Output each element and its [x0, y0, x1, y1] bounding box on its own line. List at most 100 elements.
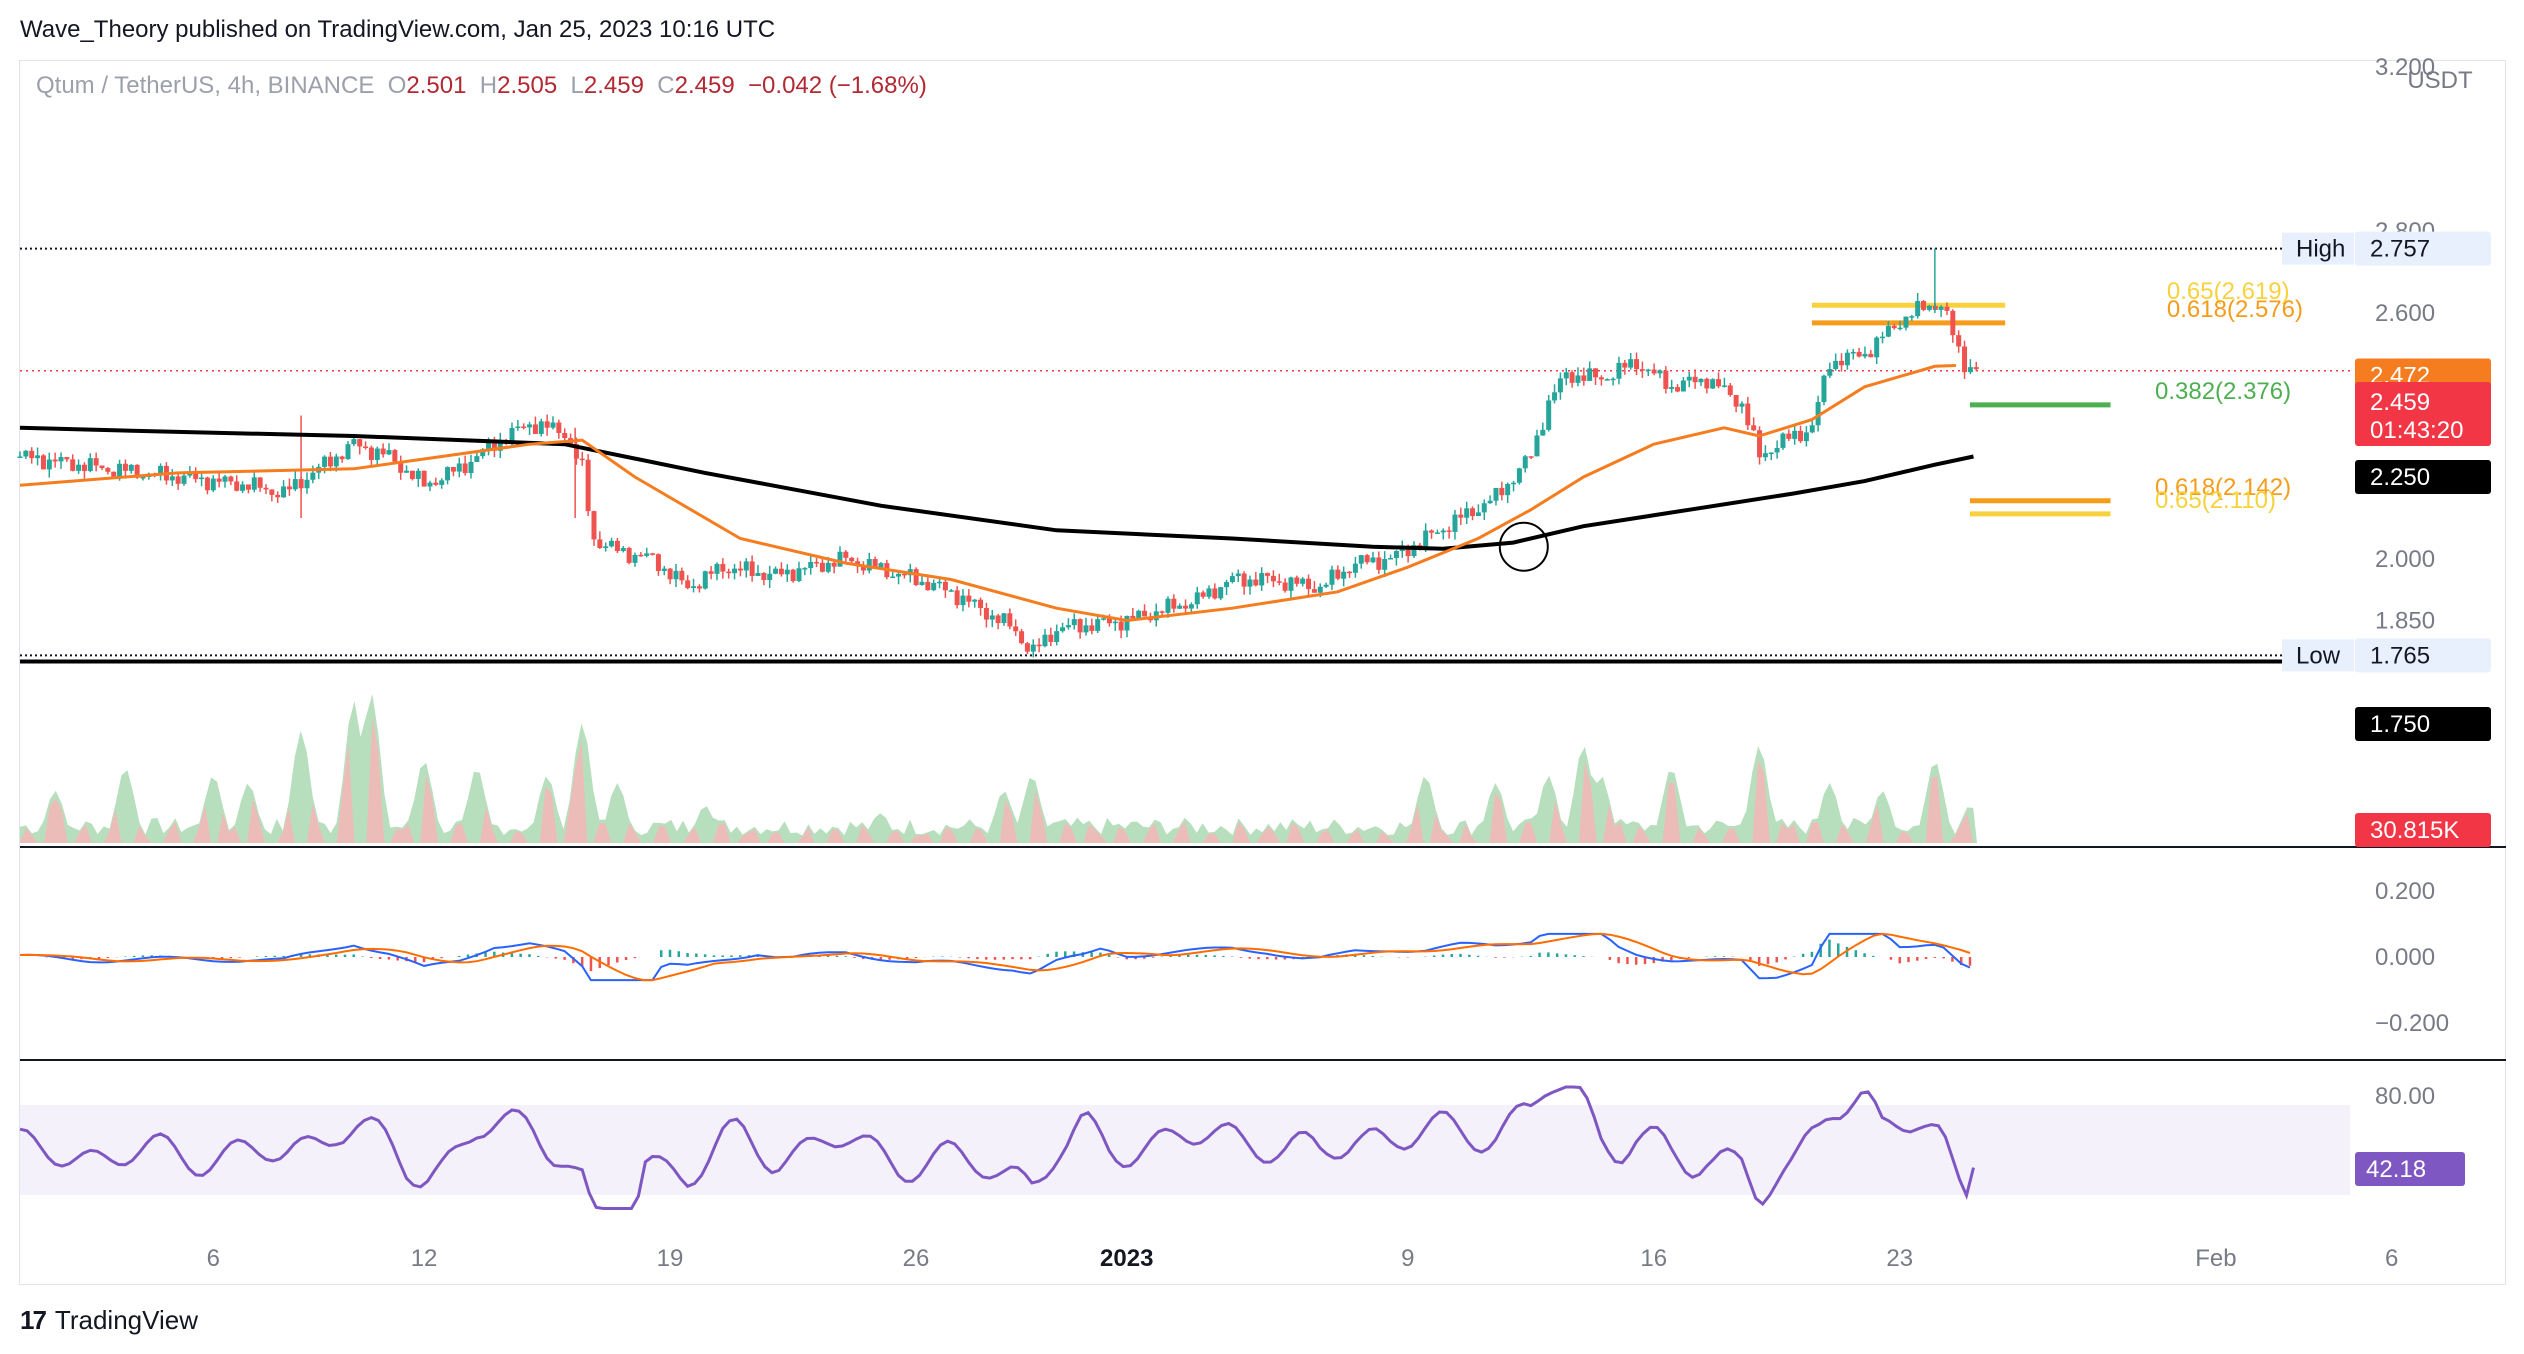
candle-body: [544, 421, 550, 428]
date-tick-5: 9: [1401, 1245, 1414, 1272]
candle-body: [52, 459, 58, 462]
candle-body: [556, 422, 562, 433]
fib-label-4: 0.65(2.110): [2155, 487, 2276, 514]
candle-body: [1680, 380, 1686, 392]
high-value: 2.505: [497, 72, 558, 99]
candle-body: [263, 487, 269, 490]
candle-body: [1557, 378, 1563, 393]
symbol-legend: Qtum / TetherUS, 4h, BINANCE O2.501 H2.5…: [36, 72, 927, 100]
date-tick-8: Feb: [2195, 1245, 2236, 1272]
candle-body: [1370, 557, 1376, 563]
candle-body: [64, 457, 70, 460]
candle-body: [591, 511, 597, 540]
crossover-circle-annotation[interactable]: [1498, 521, 1549, 572]
last-price-value: 2.459: [2370, 389, 2430, 416]
candle-body: [995, 615, 1001, 624]
candle-body: [222, 476, 228, 482]
candle-body: [1259, 573, 1265, 586]
candle-body: [1598, 377, 1604, 380]
candle-body: [1850, 351, 1856, 354]
candle-body: [93, 458, 99, 466]
low-tag-bg: [2282, 639, 2354, 672]
candle-body: [860, 565, 866, 571]
candle-body: [814, 561, 820, 564]
candle-body: [1856, 351, 1862, 357]
candle-body: [175, 476, 181, 484]
candle-body: [1604, 379, 1610, 381]
candle-body: [755, 572, 761, 576]
candle-body: [1704, 378, 1710, 389]
candle-body: [989, 615, 995, 620]
candle-body: [1593, 368, 1599, 378]
candle-body: [99, 465, 105, 469]
candle-body: [1762, 453, 1768, 458]
candle-body: [1194, 592, 1200, 605]
candle-body: [1136, 610, 1142, 619]
candle-body: [1522, 456, 1528, 469]
price-tick-2.000: 2.000: [2375, 546, 2435, 573]
candle-body: [1774, 447, 1780, 453]
fib-label-3: 0.618(2.142): [2155, 474, 2291, 501]
low-tag-label: Low: [2296, 642, 2341, 669]
candle-body: [409, 470, 415, 479]
candle-body: [1347, 571, 1353, 574]
candle-body: [737, 568, 743, 571]
candle-body: [749, 561, 755, 576]
candle-body: [620, 548, 626, 552]
footer-brand[interactable]: 17 TradingView: [20, 1305, 198, 1336]
candle-body: [1546, 400, 1552, 430]
candle-body: [480, 449, 486, 457]
candle-body: [111, 471, 117, 477]
high-label: H: [479, 72, 498, 99]
open-label: O: [387, 72, 407, 99]
candle-body: [732, 568, 738, 574]
candle-body: [1692, 376, 1698, 383]
candle-body: [105, 468, 111, 472]
candle-body: [1048, 634, 1054, 642]
candle-body: [1030, 644, 1036, 652]
ema200-value-bg: [2355, 460, 2491, 494]
candle-body: [819, 562, 825, 572]
candle-body: [1253, 579, 1259, 586]
candle-body: [486, 441, 492, 450]
candle-body: [240, 484, 246, 491]
candle-body: [351, 439, 357, 445]
candle-body: [1434, 532, 1440, 534]
publisher-line: Wave_Theory published on TradingView.com…: [20, 16, 776, 43]
candle-body: [181, 475, 187, 484]
candle-body: [1335, 569, 1341, 579]
candle-body: [796, 568, 802, 582]
candle-body: [1563, 372, 1569, 379]
candle-body: [1833, 360, 1839, 370]
candle-body: [70, 459, 76, 471]
symbol-name[interactable]: Qtum / TetherUS, 4h, BINANCE: [36, 72, 375, 99]
candle-body: [1575, 375, 1581, 383]
volume-value-bg: [2355, 813, 2491, 847]
candle-body: [1388, 558, 1394, 560]
candle-body: [550, 422, 556, 428]
candle-body: [644, 553, 650, 556]
candle-body: [1634, 359, 1640, 370]
candle-body: [1880, 336, 1886, 339]
candle-body: [638, 554, 644, 557]
candle-body: [849, 557, 855, 562]
candle-body: [1639, 369, 1645, 371]
candle-body: [562, 432, 568, 439]
date-tick-0: 6: [207, 1245, 220, 1272]
candle-body: [966, 595, 972, 602]
candle-body: [1001, 613, 1007, 624]
low-value: 1.765: [2370, 642, 2430, 669]
candle-body: [1616, 362, 1622, 379]
macd-signal-line: [19, 932, 1971, 982]
candle-body: [1329, 569, 1335, 585]
volume-value: 30.815K: [2370, 817, 2459, 844]
candle-body: [808, 561, 814, 569]
candle-body: [1276, 581, 1282, 583]
candle-body: [1112, 621, 1118, 624]
candle-body: [1710, 379, 1716, 389]
candle-body: [310, 472, 316, 480]
candle-body: [234, 481, 240, 491]
candle-body: [1101, 618, 1107, 620]
candle-body: [515, 426, 521, 429]
